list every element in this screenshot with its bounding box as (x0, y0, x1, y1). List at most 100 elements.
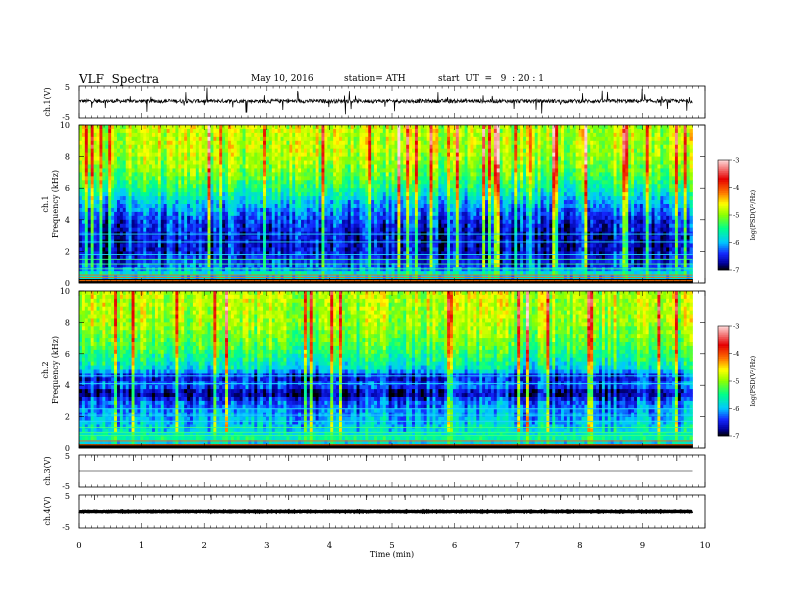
spectrogram-cell (161, 188, 164, 192)
spectrogram-cell (523, 176, 526, 180)
spectrogram-cell (152, 168, 155, 172)
spectrogram-cell (292, 157, 295, 161)
spectrogram-cell (120, 149, 123, 153)
spectrogram-cell (234, 149, 237, 153)
spectrogram-cell (295, 168, 298, 172)
spectrogram-cell (558, 188, 561, 192)
spectrogram-cell (669, 200, 672, 204)
spectrogram-cell (555, 188, 558, 192)
spectrogram-cell (330, 153, 333, 157)
spectrogram-cell (684, 184, 687, 188)
spectrogram-cell (213, 168, 216, 172)
spectrogram-cell (400, 165, 403, 169)
spectrogram-cell (687, 161, 690, 165)
spectrogram-cell (456, 176, 459, 180)
spectrogram-cell (161, 212, 164, 216)
spectrogram-cell (447, 184, 450, 188)
spectrogram-cell (143, 165, 146, 169)
spectrogram-cell (403, 172, 406, 176)
spectrogram-cell (456, 192, 459, 196)
spectrogram-cell (435, 180, 438, 184)
spectrogram-cell (637, 180, 640, 184)
spectrogram-cell (459, 157, 462, 161)
spectrogram-cell (570, 168, 573, 172)
spectrogram-cell (441, 161, 444, 165)
spectrogram-cell (181, 141, 184, 145)
spectrogram-cell (412, 176, 415, 180)
spectrogram-cell (541, 168, 544, 172)
spectrogram-cell (576, 153, 579, 157)
spectrogram-cell (424, 129, 427, 133)
spectrogram-cell (529, 153, 532, 157)
spectrogram-cell (482, 137, 485, 141)
spectrogram-cell (111, 176, 114, 180)
spectrogram-cell (634, 165, 637, 169)
spectrogram-cell (254, 125, 257, 129)
spectrogram-cell (272, 180, 275, 184)
spectrogram-cell (219, 200, 222, 204)
spectrogram-cell (581, 149, 584, 153)
spectrogram-cell (491, 137, 494, 141)
spectrogram-cell (164, 196, 167, 200)
spectrogram-cell (640, 145, 643, 149)
spectrogram-cell (415, 137, 418, 141)
spectrogram-cell (383, 153, 386, 157)
spectrogram-cell (99, 204, 102, 208)
spectrogram-cell (430, 192, 433, 196)
spectrogram-cell (321, 196, 324, 200)
spectrogram-cell (330, 176, 333, 180)
spectrogram-cell (447, 192, 450, 196)
spectrogram-cell (640, 208, 643, 212)
spectrogram-cell (202, 165, 205, 169)
spectrogram-cell (91, 125, 94, 129)
spectrogram-cell (310, 172, 313, 176)
spectrogram-cell (102, 161, 105, 165)
spectrogram-cell (260, 165, 263, 169)
spectrogram-cell (254, 168, 257, 172)
spectrogram-cell (643, 168, 646, 172)
spectrogram-cell (155, 133, 158, 137)
spectrogram-cell (269, 204, 272, 208)
spectrogram-cell (345, 192, 348, 196)
spectrogram-cell (389, 153, 392, 157)
spectrogram-cell (272, 145, 275, 149)
spectrogram-cell (158, 196, 161, 200)
spectrogram-cell (491, 184, 494, 188)
spectrogram-cell (240, 188, 243, 192)
spectrogram-cell (278, 212, 281, 216)
spectrogram-cell (190, 141, 193, 145)
spectrogram-cell (684, 149, 687, 153)
spectrogram-cell (643, 196, 646, 200)
spectrogram-cell (675, 133, 678, 137)
spectrogram-cell (248, 180, 251, 184)
spectrogram-cell (546, 200, 549, 204)
spectrogram-cell (243, 168, 246, 172)
spectrogram-cell (362, 137, 365, 141)
spectrogram-cell (342, 184, 345, 188)
spectrogram-cell (278, 129, 281, 133)
spectrogram-cell (567, 188, 570, 192)
spectrogram-cell (149, 168, 152, 172)
spectrogram-cell (690, 200, 693, 204)
spectrogram-cell (506, 157, 509, 161)
spectrogram-cell (619, 168, 622, 172)
spectrogram-cell (506, 212, 509, 216)
spectrogram-cell (158, 133, 161, 137)
spectrogram-cell (333, 176, 336, 180)
spectrogram-cell (435, 149, 438, 153)
spectrogram-cell (126, 212, 129, 216)
spectrogram-cell (117, 184, 120, 188)
spectrogram-cell (187, 145, 190, 149)
spectrogram-cell (292, 145, 295, 149)
spectrogram-cell (468, 200, 471, 204)
spectrogram-cell (584, 180, 587, 184)
spectrogram-cell (231, 192, 234, 196)
spectrogram-cell (164, 188, 167, 192)
spectrogram-cell (570, 172, 573, 176)
spectrogram-cell (438, 165, 441, 169)
spectrogram-cell (614, 184, 617, 188)
spectrogram-cell (611, 204, 614, 208)
spectrogram-cell (254, 141, 257, 145)
spectrogram-cell (380, 172, 383, 176)
spectrogram-cell (114, 157, 117, 161)
